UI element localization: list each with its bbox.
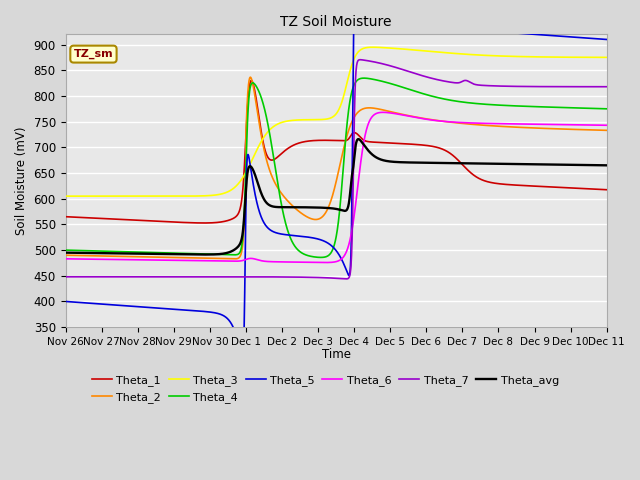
Theta_5	[269, 229, 277, 235]
Theta_3	[154, 193, 161, 199]
Theta_3	[124, 193, 131, 199]
Title: TZ Soil Moisture: TZ Soil Moisture	[280, 15, 392, 29]
Theta_7	[356, 57, 364, 62]
Theta_1	[534, 183, 542, 189]
Theta_1	[124, 217, 131, 223]
Theta_7	[292, 274, 300, 280]
Line: Theta_3: Theta_3	[65, 47, 607, 196]
Line: Theta_4: Theta_4	[65, 78, 607, 257]
Legend: Theta_1, Theta_2, Theta_3, Theta_4, Theta_5, Theta_6, Theta_7, Theta_avg: Theta_1, Theta_2, Theta_3, Theta_4, Thet…	[87, 371, 563, 407]
Theta_3	[61, 193, 69, 199]
Theta_4	[317, 254, 324, 260]
Theta_1	[156, 218, 163, 224]
Theta_2	[293, 207, 301, 213]
Theta_avg	[293, 204, 301, 210]
Theta_7	[156, 274, 163, 280]
Theta_5	[238, 356, 246, 361]
Theta_7	[61, 274, 69, 280]
Theta_4	[269, 151, 277, 157]
Theta_1	[200, 220, 208, 226]
Theta_2	[230, 256, 237, 262]
Theta_1	[293, 141, 301, 147]
Theta_4	[156, 250, 163, 256]
Theta_2	[156, 254, 163, 260]
Theta_7	[593, 84, 600, 90]
X-axis label: Time: Time	[322, 348, 351, 361]
Theta_6	[61, 256, 69, 262]
Theta_3	[293, 117, 301, 123]
Theta_5	[293, 233, 301, 239]
Theta_2	[246, 74, 254, 80]
Theta_3	[603, 55, 611, 60]
Theta_4	[534, 104, 542, 109]
Theta_avg	[534, 161, 542, 167]
Theta_avg	[201, 252, 209, 257]
Y-axis label: Soil Moisture (mV): Soil Moisture (mV)	[15, 127, 28, 235]
Theta_6	[603, 122, 611, 128]
Theta_5	[61, 299, 69, 304]
Theta_avg	[269, 204, 277, 209]
Theta_3	[593, 54, 600, 60]
Theta_2	[603, 128, 611, 133]
Theta_avg	[593, 162, 600, 168]
Line: Theta_6: Theta_6	[65, 112, 607, 263]
Theta_5	[124, 303, 131, 309]
Theta_5	[156, 305, 163, 311]
Theta_6	[321, 260, 328, 265]
Theta_4	[603, 106, 611, 112]
Line: Theta_2: Theta_2	[65, 77, 607, 259]
Theta_5	[593, 36, 600, 42]
Theta_3	[534, 54, 542, 60]
Theta_1	[61, 214, 69, 219]
Text: TZ_sm: TZ_sm	[74, 49, 113, 59]
Line: Theta_avg: Theta_avg	[65, 139, 607, 254]
Theta_5	[603, 36, 611, 42]
Theta_1	[269, 157, 277, 163]
Theta_2	[534, 125, 542, 131]
Line: Theta_7: Theta_7	[65, 60, 607, 279]
Line: Theta_1: Theta_1	[65, 81, 607, 223]
Theta_1	[603, 187, 611, 192]
Theta_4	[61, 247, 69, 253]
Theta_6	[593, 122, 600, 128]
Theta_4	[593, 106, 600, 111]
Theta_7	[269, 274, 277, 280]
Theta_6	[269, 259, 277, 264]
Theta_6	[534, 121, 542, 127]
Theta_1	[593, 186, 600, 192]
Theta_3	[156, 193, 163, 199]
Theta_6	[379, 109, 387, 115]
Theta_avg	[603, 162, 611, 168]
Theta_4	[360, 75, 368, 81]
Theta_7	[124, 274, 131, 280]
Theta_avg	[61, 250, 69, 255]
Theta_6	[124, 257, 131, 263]
Theta_5	[534, 32, 542, 37]
Theta_7	[342, 276, 350, 282]
Theta_2	[124, 253, 131, 259]
Theta_4	[292, 245, 300, 251]
Theta_7	[603, 84, 611, 90]
Theta_3	[369, 44, 377, 50]
Line: Theta_5: Theta_5	[65, 0, 607, 359]
Theta_avg	[124, 251, 131, 256]
Theta_avg	[156, 251, 163, 257]
Theta_6	[156, 257, 163, 263]
Theta_4	[124, 249, 131, 255]
Theta_2	[593, 127, 600, 133]
Theta_3	[269, 124, 277, 130]
Theta_2	[269, 177, 277, 182]
Theta_avg	[355, 136, 362, 142]
Theta_7	[534, 84, 542, 89]
Theta_6	[292, 259, 300, 265]
Theta_2	[61, 252, 69, 258]
Theta_1	[248, 78, 255, 84]
